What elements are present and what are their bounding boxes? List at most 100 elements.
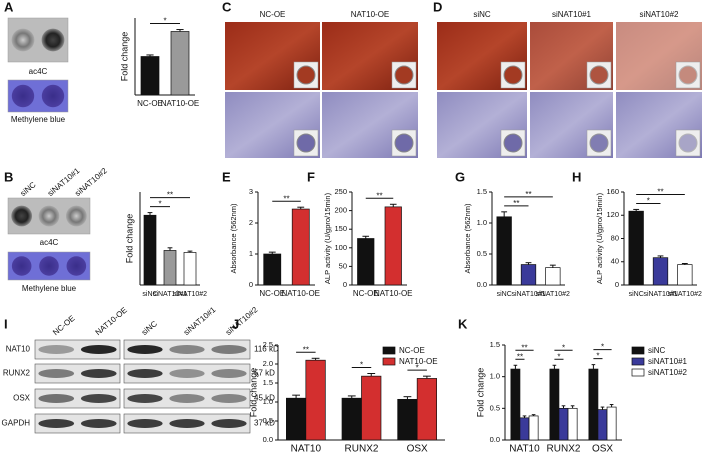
blot-band [127, 345, 163, 354]
y-axis-label: Fold change [119, 32, 129, 82]
x-tick-label: NC-OE [353, 289, 379, 298]
significance-label: * [158, 200, 161, 209]
panel-letter: B [4, 169, 13, 184]
x-tick-label: OSX [592, 444, 613, 455]
inset-well [503, 65, 523, 85]
significance-label: ** [303, 345, 309, 354]
blot-band [80, 419, 117, 428]
bar [291, 208, 310, 286]
blot-dot [66, 256, 87, 276]
x-tick-label: siNAT10#1 [153, 291, 187, 298]
blot-band [38, 345, 75, 354]
significance-label: ** [513, 199, 519, 208]
y-tick-label: 0 [343, 280, 347, 289]
blot-band [211, 419, 247, 428]
significance-label: ** [376, 191, 382, 200]
y-axis-label: Fold change [124, 214, 134, 264]
y-tick-label: 2 [249, 218, 253, 227]
blot-band [211, 345, 247, 354]
legend-label: NC-OE [399, 346, 425, 355]
bar [263, 253, 282, 286]
blot-band [80, 394, 117, 403]
blot-band [211, 394, 247, 403]
y-axis-label: ALP activity (U/gpro/15min) [323, 192, 332, 284]
significance-label: * [557, 352, 560, 361]
significance-label: ** [525, 190, 531, 199]
blot-strip [34, 339, 121, 360]
x-tick-label: NAT10-OE [281, 289, 320, 298]
bar [341, 397, 362, 441]
y-tick-label: 2.0 [263, 359, 273, 368]
y-tick-label: 2.5 [263, 340, 273, 349]
x-tick-label: siNAT10#1 [511, 291, 545, 298]
bar [361, 375, 382, 441]
blot-band [38, 419, 75, 428]
legend-swatch [631, 357, 645, 366]
y-tick-label: 160 [606, 187, 619, 196]
significance-label: * [601, 343, 604, 352]
bar [558, 407, 569, 441]
bar [510, 368, 521, 441]
bar [677, 264, 693, 286]
legend-label: siNAT10#2 [648, 368, 688, 377]
x-tick-label: siNC [629, 291, 644, 298]
y-axis-label: Absorbance (562nm) [229, 203, 238, 274]
blot-band [169, 419, 205, 428]
blot-band [38, 394, 75, 403]
y-tick-label: 3 [249, 187, 253, 196]
inset-well [589, 133, 609, 153]
bar [183, 252, 197, 286]
y-tick-label: 1.5 [263, 378, 273, 387]
panel-letter: J [232, 316, 239, 331]
blot-strip [123, 363, 251, 384]
bar [652, 257, 669, 286]
label: 116 kD [254, 345, 279, 354]
bar [163, 250, 177, 286]
x-tick-label: NAT10-OE [161, 99, 200, 108]
bar [549, 368, 560, 441]
bar [286, 397, 307, 441]
bar [496, 216, 512, 286]
bar [140, 56, 160, 96]
legend-swatch [382, 357, 396, 366]
label: 45 kD [254, 394, 275, 403]
blot-dot [11, 84, 35, 108]
y-tick-label: 100 [334, 243, 347, 252]
blot-strip [34, 413, 121, 434]
y-axis-label: Fold change [248, 368, 258, 418]
y-tick-label: 0.5 [263, 416, 273, 425]
y-axis-label: Fold change [475, 368, 485, 418]
significance-label: * [163, 17, 166, 26]
significance-label: * [647, 197, 650, 206]
bar [528, 415, 539, 441]
y-tick-label: 50 [339, 261, 347, 270]
inset-well [296, 65, 316, 85]
label: NC-OE [51, 314, 77, 337]
significance-label: ** [521, 343, 527, 352]
label: siNC [19, 180, 38, 198]
legend-swatch [631, 346, 645, 355]
label: siNAT10#2 [224, 305, 260, 337]
panel-letter: I [4, 316, 8, 331]
y-axis-label: Absorbance (562nm) [463, 203, 472, 274]
panel-letter: A [4, 0, 14, 14]
y-tick-label: 0.0 [263, 435, 273, 444]
blot-band [169, 345, 205, 354]
significance-label: ** [167, 191, 173, 200]
bar [305, 359, 326, 441]
panel-letter: E [222, 169, 231, 184]
significance-label: * [596, 352, 599, 361]
y-tick-label: 80 [611, 233, 619, 242]
blot-dot [65, 205, 87, 227]
label: ac4C [29, 67, 48, 76]
x-tick-label: siNAT10#2 [536, 291, 570, 298]
blot-dot [11, 205, 33, 227]
panel-letter: H [572, 169, 581, 184]
label: Methylene blue [11, 115, 66, 124]
blot-strip [123, 339, 251, 360]
y-tick-label: 1 [249, 249, 253, 258]
bar [520, 264, 537, 286]
panel-letter: C [222, 0, 232, 14]
x-tick-label: NAT10-OE [374, 289, 413, 298]
